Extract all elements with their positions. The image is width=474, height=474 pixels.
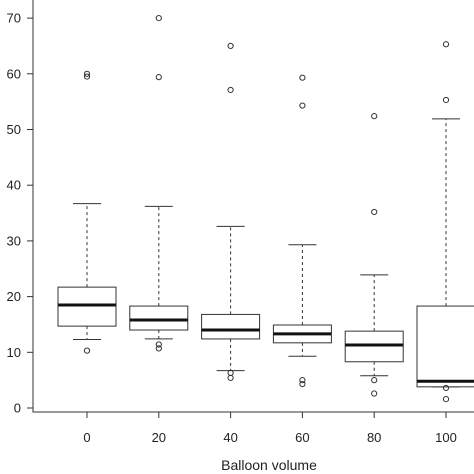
- y-tick-label: 0: [14, 401, 21, 416]
- x-tick-label: 40: [223, 430, 237, 445]
- box-group: [201, 42, 261, 382]
- x-tick-label: 60: [295, 430, 309, 445]
- box-iqr: [57, 286, 117, 327]
- outlier-point: [83, 73, 91, 80]
- y-tick-label: 10: [7, 345, 21, 360]
- box-group: [344, 113, 404, 397]
- x-axis-title: Balloon volume: [221, 457, 317, 473]
- outlier-point: [442, 395, 450, 403]
- y-tick-label: 50: [7, 122, 21, 137]
- outlier-point: [155, 15, 162, 22]
- y-tick-label: 70: [7, 11, 21, 26]
- box-series: [57, 15, 474, 403]
- outlier-point: [299, 102, 306, 109]
- outlier-point: [299, 377, 306, 384]
- y-tick-label: 30: [7, 233, 21, 248]
- outlier-point: [442, 96, 450, 104]
- outlier-point: [371, 390, 378, 397]
- box-group: [272, 74, 332, 388]
- plot-frame: [32, 0, 474, 413]
- outlier-point: [155, 74, 162, 81]
- x-tick-label: 0: [83, 430, 90, 445]
- outlier-point: [155, 341, 162, 348]
- box-group: [416, 41, 474, 403]
- box-group: [129, 15, 189, 352]
- y-axis: 0 10 20 30 40 50 60 70: [7, 11, 33, 416]
- outlier-point: [83, 70, 91, 77]
- outlier-point: [371, 208, 378, 216]
- x-tick-label: 100: [435, 430, 457, 445]
- outlier-point: [299, 380, 306, 388]
- outlier-point: [442, 41, 450, 48]
- outlier-point: [371, 377, 378, 384]
- box-iqr: [129, 305, 189, 331]
- outlier-point: [371, 113, 378, 120]
- outlier-point: [155, 345, 162, 352]
- box-group: [57, 70, 117, 354]
- box-iqr: [416, 305, 474, 388]
- y-tick-label: 20: [7, 289, 21, 304]
- y-tick-label: 60: [7, 66, 21, 81]
- y-tick-label: 40: [7, 178, 21, 193]
- outlier-point: [83, 347, 91, 354]
- outlier-point: [442, 384, 450, 392]
- box-iqr: [201, 313, 261, 340]
- x-tick-label: 80: [367, 430, 381, 445]
- outlier-point: [227, 369, 234, 377]
- x-axis: 0 20 40 60 80 100: [83, 412, 457, 445]
- outlier-point: [227, 86, 234, 94]
- outlier-point: [299, 74, 306, 81]
- outlier-point: [227, 42, 234, 50]
- outlier-point: [227, 374, 234, 382]
- x-tick-label: 20: [152, 430, 166, 445]
